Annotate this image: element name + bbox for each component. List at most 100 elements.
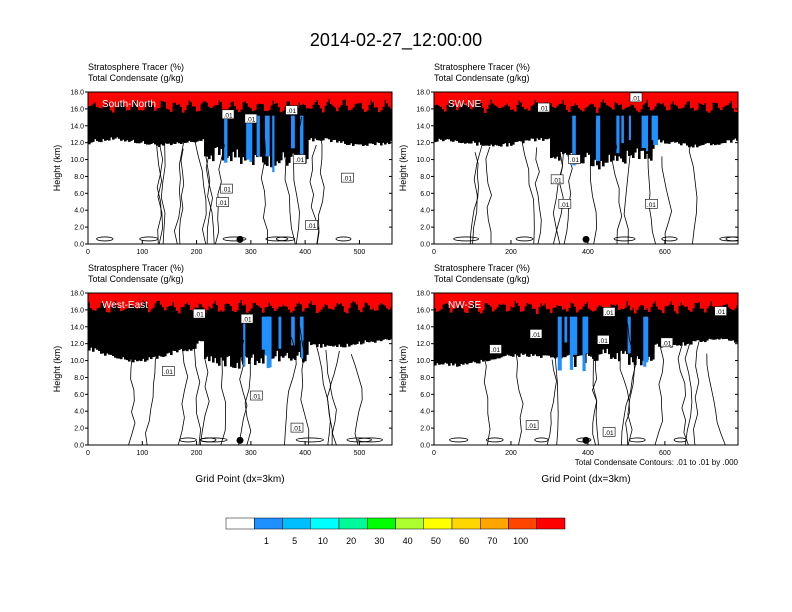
x-tick-label: 200	[505, 249, 517, 256]
y-tick-label: 6.0	[420, 191, 430, 198]
contour-label: .01	[599, 338, 608, 345]
contour-label-box	[244, 113, 258, 124]
colorbar-label: 10	[318, 536, 328, 546]
panel-title-tracer: Stratosphere Tracer (%)	[434, 263, 530, 273]
colorbar-label: 5	[292, 536, 297, 546]
contour-label-box	[525, 420, 539, 430]
x-tick-label: 500	[354, 249, 366, 256]
x-tick-label: 400	[299, 450, 311, 457]
panel-sw-ne: Stratosphere Tracer (%)Total Condensate …	[398, 62, 739, 256]
contour-label-box	[216, 197, 229, 207]
colorbar-swatch	[282, 517, 311, 530]
contour-label-box	[550, 174, 564, 185]
panel-frame	[433, 91, 739, 245]
contour-label: .01	[647, 202, 656, 209]
contour-label: .01	[528, 423, 537, 430]
y-tick-label: 14.0	[70, 324, 84, 331]
y-tick-label: 16.0	[416, 307, 430, 314]
contour-label-box	[602, 307, 616, 317]
y-tick-label: 16.0	[70, 106, 84, 113]
contour-label: .01	[218, 200, 227, 207]
contour-label-box	[249, 390, 263, 401]
colorbar-label: 60	[459, 536, 469, 546]
tracer-streaks	[224, 115, 304, 173]
y-tick-label: 18.0	[416, 90, 430, 97]
colorbar-swatch	[395, 517, 424, 530]
panels-layer: Stratosphere Tracer (%)Total Condensate …	[52, 62, 739, 485]
panel-title-tracer: Stratosphere Tracer (%)	[434, 62, 530, 72]
contour-label-box	[489, 344, 502, 354]
contour-label-box	[240, 313, 254, 324]
contour-label-box	[602, 427, 616, 437]
contour-label-box	[714, 306, 727, 316]
y-tick-label: 18.0	[416, 291, 430, 298]
main-title: 2014-02-27_12:00:00	[309, 30, 483, 50]
y-tick-label: 10.0	[416, 157, 430, 164]
contour-label: .01	[491, 347, 500, 354]
panel-label: NW-SE	[448, 300, 481, 311]
x-tick-label: 0	[86, 450, 90, 457]
x-tick-label: 500	[354, 450, 366, 457]
contour-label: .01	[224, 112, 233, 119]
panel-title-tracer: Stratosphere Tracer (%)	[88, 62, 184, 72]
contour-label-box	[305, 220, 318, 230]
contour-label: .01	[539, 106, 548, 113]
colorbar-swatch	[310, 517, 340, 530]
contour-label-box	[341, 172, 354, 183]
panel-plot-area: .01 .01 .01 .01 .01 .01	[434, 92, 738, 244]
panel-frame	[87, 91, 393, 245]
y-tick-label: 4.0	[74, 409, 84, 416]
x-tick-label: 400	[582, 450, 594, 457]
panel-title-condensate: Total Condensate (g/kg)	[88, 274, 184, 284]
contour-label: .01	[716, 309, 725, 316]
contour-label-box	[221, 109, 235, 120]
contour-label: .01	[605, 310, 614, 317]
y-tick-label: 2.0	[74, 426, 84, 433]
panel-frame	[87, 292, 393, 446]
y-tick-label: 10.0	[416, 358, 430, 365]
contour-label: .01	[252, 394, 261, 401]
contour-label: .01	[553, 177, 562, 184]
contour-label-box	[537, 102, 550, 113]
y-tick-label: 8.0	[74, 375, 84, 382]
x-tick-label: 0	[432, 249, 436, 256]
location-marker	[236, 436, 244, 444]
contour-label-box	[568, 154, 581, 164]
panel-title-condensate: Total Condensate (g/kg)	[434, 73, 530, 83]
colorbar-swatch	[254, 517, 283, 530]
contour-label: .01	[605, 430, 614, 437]
y-axis-label: Height (km)	[398, 145, 408, 192]
y-tick-label: 0.0	[420, 443, 430, 450]
contour-label: .01	[292, 426, 301, 433]
panel-plot-area: .01 .01 .01 .01 .01 .01 .01 .01	[434, 293, 738, 445]
colorbar-label: 70	[487, 536, 497, 546]
y-tick-label: 0.0	[74, 242, 84, 249]
y-tick-label: 14.0	[416, 324, 430, 331]
colorbar-swatch	[338, 517, 368, 530]
x-axis-label: Grid Point (dx=3km)	[541, 474, 630, 485]
y-tick-label: 2.0	[420, 426, 430, 433]
panel-south-north: Stratosphere Tracer (%)Total Condensate …	[52, 62, 393, 256]
y-tick-label: 14.0	[416, 123, 430, 130]
y-axis-label: Height (km)	[52, 145, 62, 192]
x-tick-label: 300	[245, 249, 257, 256]
tracer-field	[434, 293, 738, 367]
colorbar: 1 5 10 20 30 40 50 60 70 100	[225, 517, 566, 546]
y-tick-label: 8.0	[420, 375, 430, 382]
colorbar-label: 30	[374, 536, 384, 546]
y-tick-label: 6.0	[74, 392, 84, 399]
panel-label: SW-NE	[448, 99, 481, 110]
y-tick-label: 12.0	[70, 341, 84, 348]
contour-label-box	[629, 92, 643, 103]
contour-label-box	[597, 334, 610, 345]
x-tick-label: 200	[505, 450, 517, 457]
y-tick-label: 2.0	[420, 225, 430, 232]
contour-label: .01	[570, 157, 579, 164]
colorbar-label: 20	[346, 536, 356, 546]
x-tick-label: 200	[191, 249, 203, 256]
y-tick-label: 4.0	[420, 208, 430, 215]
colorbar-label: 1	[264, 536, 269, 546]
panel-title-condensate: Total Condensate (g/kg)	[434, 274, 530, 284]
colorbar-swatch	[508, 517, 537, 530]
